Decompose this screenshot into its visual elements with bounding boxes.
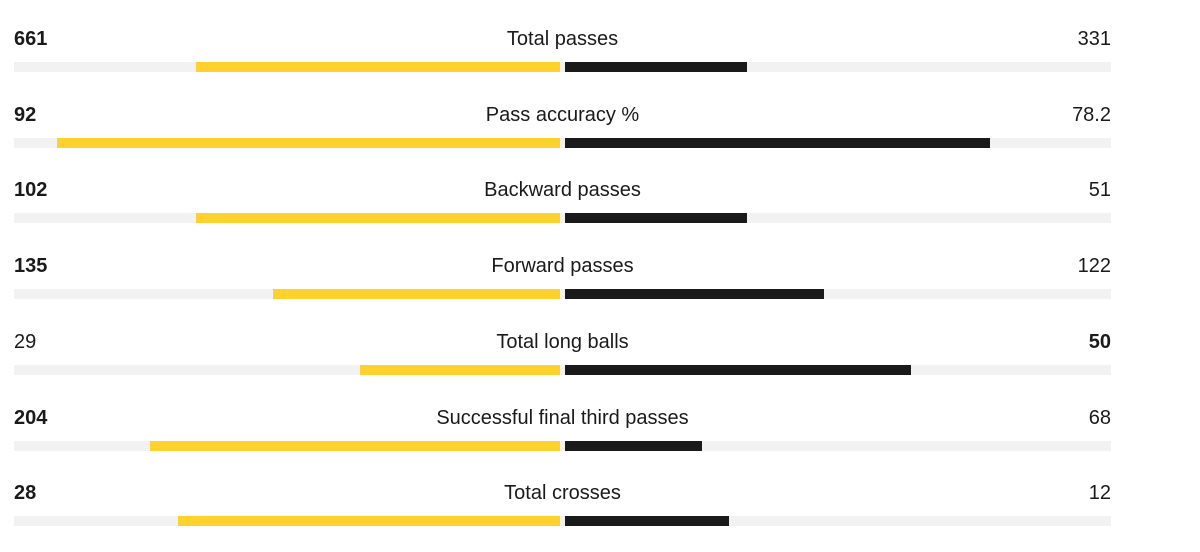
home-bar bbox=[360, 365, 560, 375]
away-value: 122 bbox=[1077, 255, 1111, 277]
stat-bar-track bbox=[14, 62, 1111, 72]
home-value: 29 bbox=[14, 331, 37, 353]
stat-bar-track bbox=[14, 365, 1111, 375]
home-bar bbox=[273, 289, 560, 299]
away-value: 50 bbox=[1088, 331, 1111, 353]
home-value: 135 bbox=[14, 255, 48, 277]
stat-bar-track bbox=[14, 289, 1111, 299]
stat-row: 29 Total long balls 50 bbox=[14, 303, 1111, 379]
away-bar bbox=[565, 62, 747, 72]
stat-label: Total crosses bbox=[504, 482, 621, 504]
stat-label: Total passes bbox=[506, 28, 619, 50]
home-value: 92 bbox=[14, 104, 37, 126]
stat-label: Successful final third passes bbox=[436, 407, 689, 429]
away-value: 12 bbox=[1088, 482, 1111, 504]
away-bar bbox=[565, 289, 824, 299]
away-value: 68 bbox=[1088, 407, 1111, 429]
stat-label: Pass accuracy % bbox=[485, 104, 640, 126]
home-value: 661 bbox=[14, 28, 48, 50]
away-bar bbox=[565, 213, 747, 223]
stat-bar-track bbox=[14, 441, 1111, 451]
stat-label: Forward passes bbox=[491, 255, 634, 277]
stat-row: 661 Total passes 331 bbox=[14, 0, 1111, 76]
away-value: 331 bbox=[1077, 28, 1111, 50]
away-bar bbox=[565, 365, 911, 375]
stat-row: 135 Forward passes 122 bbox=[14, 227, 1111, 303]
home-value: 204 bbox=[14, 407, 48, 429]
home-bar bbox=[57, 138, 560, 148]
away-bar bbox=[565, 138, 990, 148]
stat-row: 102 Backward passes 51 bbox=[14, 151, 1111, 227]
away-bar bbox=[565, 516, 729, 526]
stat-bar-track bbox=[14, 516, 1111, 526]
home-value: 102 bbox=[14, 179, 48, 201]
stat-bar-track bbox=[14, 138, 1111, 148]
home-bar bbox=[150, 441, 560, 451]
away-value: 78.2 bbox=[1072, 104, 1111, 126]
home-bar bbox=[196, 213, 560, 223]
stat-bar-track bbox=[14, 213, 1111, 223]
stat-row: 28 Total crosses 12 bbox=[14, 454, 1111, 530]
home-bar bbox=[196, 62, 560, 72]
home-value: 28 bbox=[14, 482, 37, 504]
stat-row: 204 Successful final third passes 68 bbox=[14, 379, 1111, 455]
away-bar bbox=[565, 441, 702, 451]
away-value: 51 bbox=[1088, 179, 1111, 201]
stat-label: Total long balls bbox=[496, 331, 629, 353]
stat-row: 92 Pass accuracy % 78.2 bbox=[14, 76, 1111, 152]
stat-label: Backward passes bbox=[484, 179, 641, 201]
home-bar bbox=[178, 516, 560, 526]
